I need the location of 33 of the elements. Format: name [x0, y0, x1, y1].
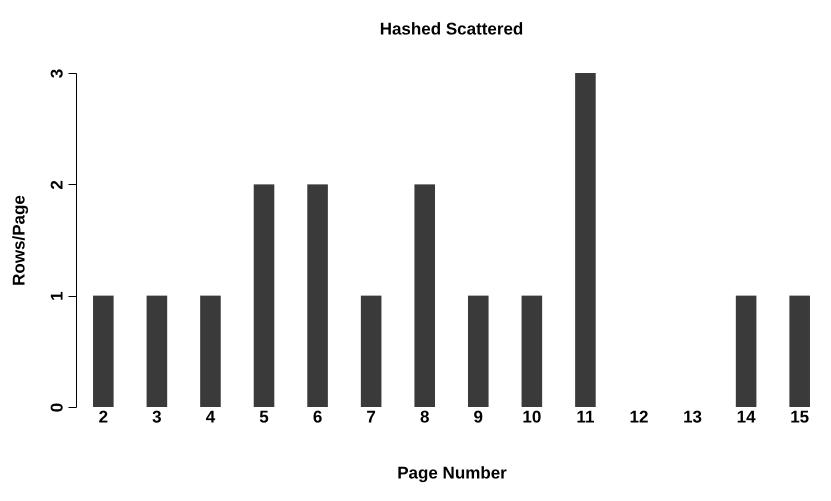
x-tick-label: 7	[366, 408, 376, 426]
x-tick-label: 11	[576, 408, 594, 426]
bar	[575, 73, 596, 407]
chart-title: Hashed Scattered	[380, 19, 524, 38]
x-tick-label: 9	[474, 408, 484, 426]
x-tick-label: 8	[420, 408, 430, 426]
bar	[200, 296, 221, 407]
bar	[414, 184, 436, 407]
x-tick-label: 15	[790, 408, 810, 426]
y-tick-label: 0	[48, 402, 66, 412]
bar	[522, 296, 542, 407]
bar	[146, 296, 168, 407]
bar	[736, 296, 756, 407]
bar	[254, 184, 274, 407]
bar	[789, 296, 810, 407]
x-tick-label: 6	[312, 408, 322, 426]
x-tick-label: 2	[98, 408, 108, 426]
y-tick-label: 3	[48, 68, 66, 78]
x-tick-label: 13	[683, 408, 702, 426]
x-tick-label: 4	[206, 408, 216, 426]
x-tick-label: 10	[522, 408, 542, 426]
x-axis-title: Page Number	[397, 464, 508, 482]
bar	[307, 184, 328, 407]
y-tick-label: 2	[48, 180, 66, 190]
x-tick-label: 3	[152, 408, 162, 426]
x-tick-label: 12	[630, 408, 648, 426]
bar	[360, 296, 382, 407]
bar	[468, 296, 489, 407]
y-axis-title: Rows/Page	[10, 195, 28, 286]
x-tick-label: 14	[736, 408, 756, 426]
bar	[93, 296, 114, 407]
x-tick-label: 5	[259, 408, 269, 426]
y-tick-label: 1	[48, 291, 66, 301]
